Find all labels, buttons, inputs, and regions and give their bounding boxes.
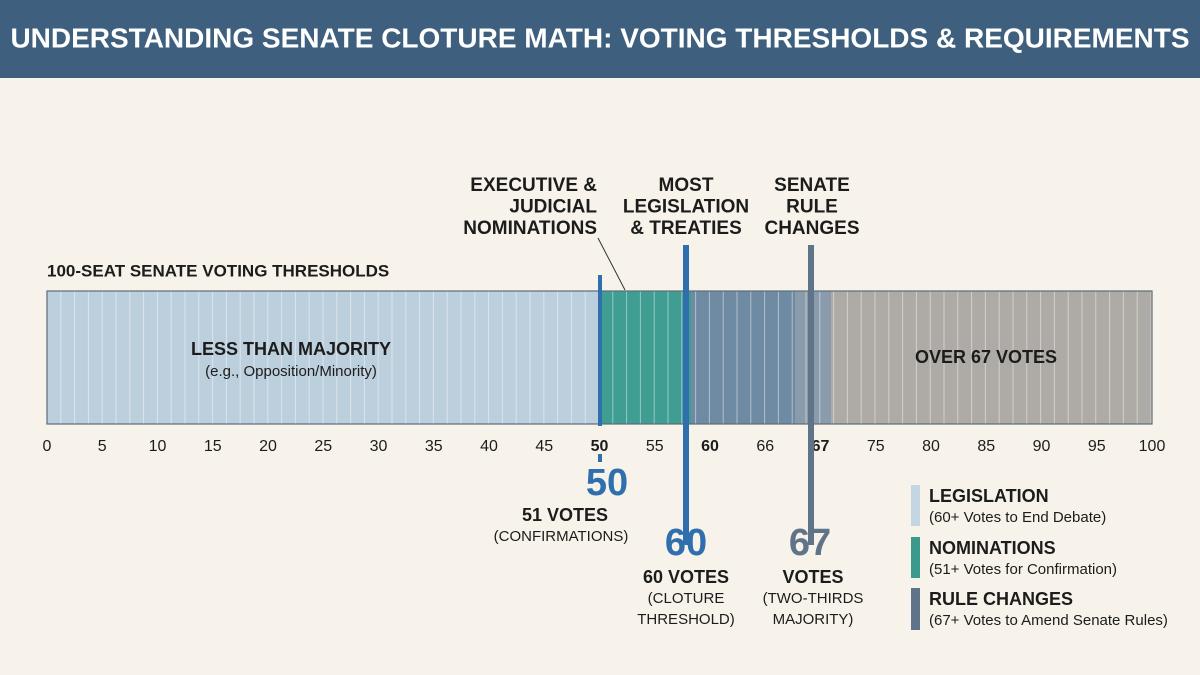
callout-label: EXECUTIVE &: [470, 175, 597, 196]
threshold-note: (CLOTURE: [648, 590, 725, 607]
threshold-note: (CONFIRMATIONS): [494, 528, 629, 545]
threshold-number: 50: [586, 462, 628, 504]
legend: LEGISLATION (60+ Votes to End Debate) NO…: [911, 485, 1168, 630]
tick-label: 75: [867, 438, 885, 455]
region-label: LESS THAN MAJORITY: [191, 339, 391, 359]
tick-label: 40: [480, 438, 498, 455]
tick-label: 45: [535, 438, 553, 455]
legend-title: NOMINATIONS: [929, 538, 1056, 558]
tick-label: 15: [204, 438, 222, 455]
region-minority: [47, 291, 599, 424]
tick-label: 60: [701, 438, 719, 455]
tick-label: 66: [756, 438, 774, 455]
tick-label: 90: [1033, 438, 1051, 455]
region-supermajority: [831, 291, 1152, 424]
header-bar: [0, 0, 1200, 78]
callout-label: CHANGES: [764, 218, 859, 239]
stripes: [60, 291, 1152, 424]
threshold-note: THRESHOLD): [637, 611, 735, 628]
callout-label: JUDICIAL: [509, 197, 597, 218]
title: UNDERSTANDING SENATE CLOTURE MATH: VOTIN…: [10, 22, 1189, 53]
scale-title: 100-SEAT SENATE VOTING THRESHOLDS: [47, 261, 389, 280]
tick-label: 55: [646, 438, 664, 455]
callout-label: SENATE: [774, 175, 850, 196]
legend-swatch: [911, 485, 920, 526]
tick-label: 85: [977, 438, 995, 455]
tick-label: 80: [922, 438, 940, 455]
tick-label: 50: [591, 438, 609, 455]
tick-labels: 0 5 10 15 20 25 30 35 40 45 50 55 60 66 67 75 80 85 90 95 10…: [43, 438, 1166, 455]
tick-label: 25: [314, 438, 332, 455]
threshold-note: MAJORITY): [773, 611, 854, 628]
threshold-votes: VOTES: [782, 567, 843, 587]
legend-title: RULE CHANGES: [929, 589, 1073, 609]
region-label: OVER 67 VOTES: [915, 347, 1057, 367]
callout-label: RULE: [786, 197, 838, 218]
marker-50-tab: [598, 454, 602, 462]
leader-line: [597, 237, 626, 291]
legend-title: LEGISLATION: [929, 486, 1049, 506]
region-nominations: [599, 291, 691, 424]
callout-label: LEGISLATION: [623, 197, 749, 218]
threshold-number: 60: [665, 522, 707, 564]
tick-label: 20: [259, 438, 277, 455]
threshold-votes: 51 VOTES: [522, 505, 608, 525]
tick-label: 95: [1088, 438, 1106, 455]
tick-label: 35: [425, 438, 443, 455]
tick-label: 100: [1139, 438, 1166, 455]
threshold-number: 67: [789, 522, 831, 564]
legend-swatch: [911, 537, 920, 578]
tick-label: 10: [149, 438, 167, 455]
callout-label: MOST: [659, 175, 714, 196]
tick-label: 5: [98, 438, 107, 455]
region-legislation: [691, 291, 795, 424]
tick-label: 0: [43, 438, 52, 455]
legend-desc: (67+ Votes to Amend Senate Rules): [929, 612, 1168, 629]
tick-label: 67: [812, 438, 830, 455]
tick-label: 30: [370, 438, 388, 455]
callout-label: & TREATIES: [630, 218, 742, 239]
legend-desc: (60+ Votes to End Debate): [929, 509, 1106, 526]
region-sublabel: (e.g., Opposition/Minority): [205, 363, 377, 380]
legend-swatch: [911, 588, 920, 630]
threshold-votes: 60 VOTES: [643, 567, 729, 587]
callout-label: NOMINATIONS: [463, 218, 597, 239]
legend-desc: (51+ Votes for Confirmation): [929, 561, 1117, 578]
threshold-note: (TWO-THIRDS: [763, 590, 864, 607]
